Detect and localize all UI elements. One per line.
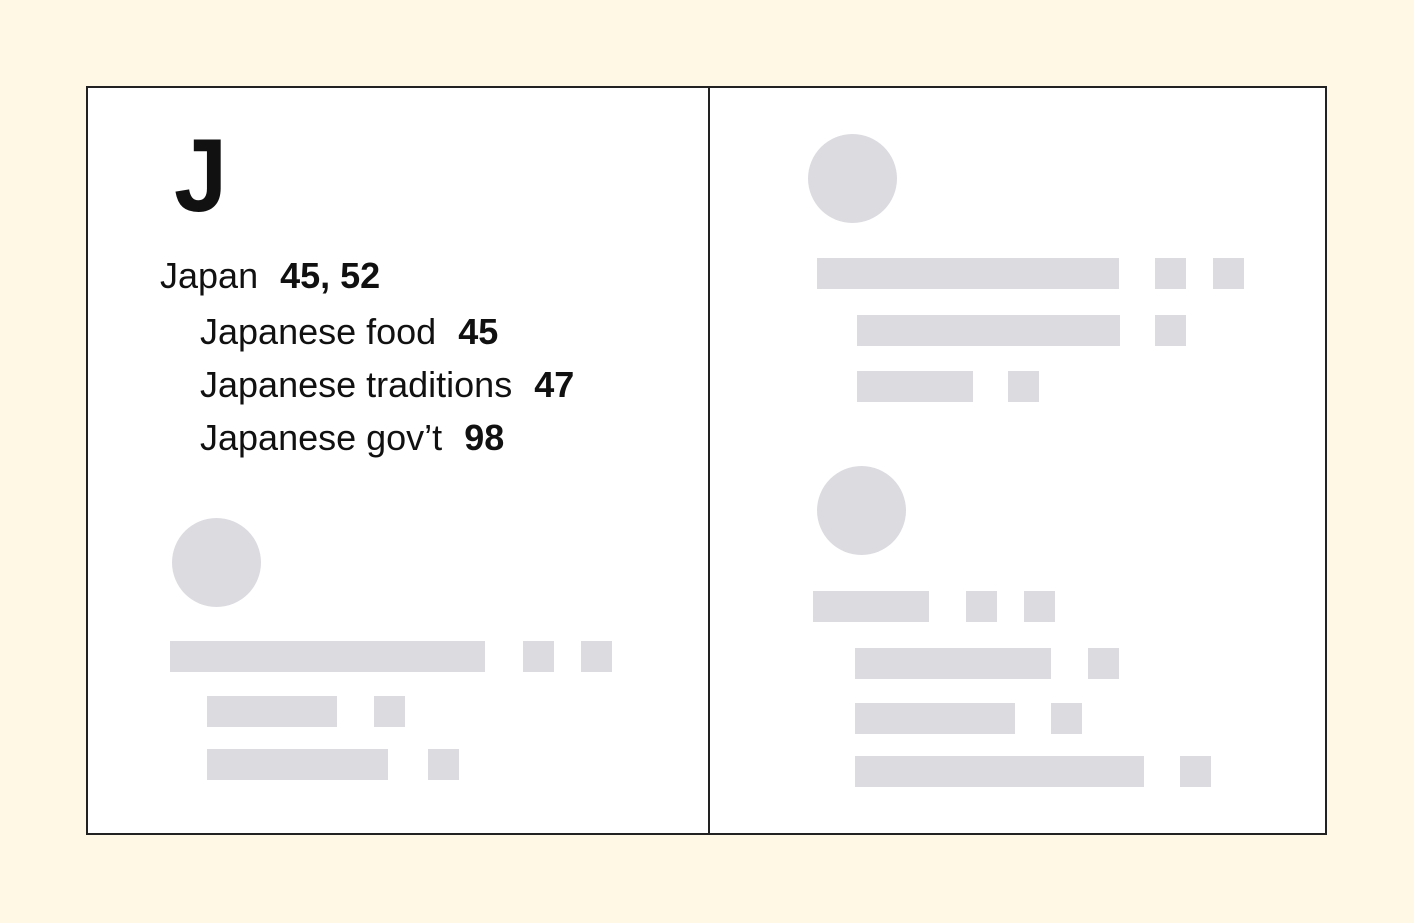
placeholder-subentry-bar bbox=[855, 756, 1144, 787]
placeholder-page-block bbox=[966, 591, 997, 622]
right-page bbox=[710, 88, 1327, 833]
placeholder-entry-bar bbox=[813, 591, 929, 622]
placeholder-letter-circle bbox=[808, 134, 897, 223]
index-term: Japan bbox=[160, 255, 259, 296]
index-page-numbers: 45 bbox=[458, 311, 499, 352]
placeholder-page-block bbox=[581, 641, 612, 672]
placeholder-letter-circle bbox=[817, 466, 906, 555]
placeholder-page-block bbox=[374, 696, 405, 727]
placeholder-subentry-bar bbox=[857, 371, 973, 402]
index-term: Japanese gov’t bbox=[200, 417, 443, 458]
index-page-numbers: 98 bbox=[464, 417, 505, 458]
index-page-numbers: 45, 52 bbox=[280, 255, 381, 296]
placeholder-page-block bbox=[523, 641, 554, 672]
placeholder-page-block bbox=[1180, 756, 1211, 787]
book-spread: J Japan 45, 52 Japanese food 45 Japanese t… bbox=[86, 86, 1327, 835]
placeholder-entry-bar bbox=[170, 641, 485, 672]
index-page-numbers: 47 bbox=[534, 364, 575, 405]
placeholder-page-block bbox=[1155, 315, 1186, 346]
index-term: Japanese traditions bbox=[200, 364, 513, 405]
placeholder-subentry-bar bbox=[855, 703, 1015, 734]
book-spine bbox=[708, 88, 710, 833]
placeholder-page-block bbox=[1024, 591, 1055, 622]
index-entry-japan: Japan 45, 52 bbox=[160, 258, 380, 294]
placeholder-page-block bbox=[1088, 648, 1119, 679]
placeholder-letter-circle bbox=[172, 518, 261, 607]
index-subentry-japanese-govt: Japanese gov’t 98 bbox=[200, 420, 504, 456]
placeholder-page-block bbox=[428, 749, 459, 780]
index-subentry-japanese-traditions: Japanese traditions 47 bbox=[200, 367, 574, 403]
placeholder-page-block bbox=[1008, 371, 1039, 402]
index-subentry-japanese-food: Japanese food 45 bbox=[200, 314, 498, 350]
placeholder-page-block bbox=[1051, 703, 1082, 734]
placeholder-subentry-bar bbox=[855, 648, 1051, 679]
placeholder-page-block bbox=[1213, 258, 1244, 289]
placeholder-subentry-bar bbox=[207, 749, 388, 780]
index-term: Japanese food bbox=[200, 311, 437, 352]
placeholder-page-block bbox=[1155, 258, 1186, 289]
index-letter-heading: J bbox=[174, 118, 228, 234]
placeholder-entry-bar bbox=[817, 258, 1119, 289]
left-page: J Japan 45, 52 Japanese food 45 Japanese t… bbox=[88, 88, 708, 833]
placeholder-subentry-bar bbox=[857, 315, 1120, 346]
placeholder-subentry-bar bbox=[207, 696, 337, 727]
